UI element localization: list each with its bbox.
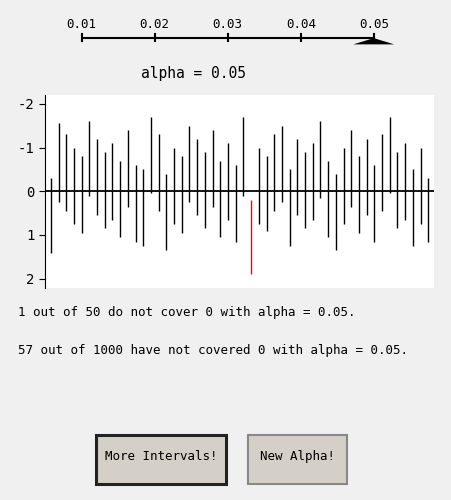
FancyBboxPatch shape bbox=[247, 434, 347, 484]
Text: alpha = 0.05: alpha = 0.05 bbox=[141, 66, 245, 81]
Text: 0.02: 0.02 bbox=[139, 18, 169, 30]
Text: 0.05: 0.05 bbox=[358, 18, 388, 30]
Text: New Alpha!: New Alpha! bbox=[259, 450, 334, 462]
Text: 0.03: 0.03 bbox=[212, 18, 242, 30]
Text: 57 out of 1000 have not covered 0 with alpha = 0.05.: 57 out of 1000 have not covered 0 with a… bbox=[18, 344, 407, 356]
Text: 0.04: 0.04 bbox=[285, 18, 315, 30]
Text: 0.01: 0.01 bbox=[67, 18, 97, 30]
FancyBboxPatch shape bbox=[96, 434, 226, 484]
Polygon shape bbox=[353, 38, 393, 44]
Text: 1 out of 50 do not cover 0 with alpha = 0.05.: 1 out of 50 do not cover 0 with alpha = … bbox=[18, 306, 354, 319]
Text: More Intervals!: More Intervals! bbox=[105, 450, 216, 462]
